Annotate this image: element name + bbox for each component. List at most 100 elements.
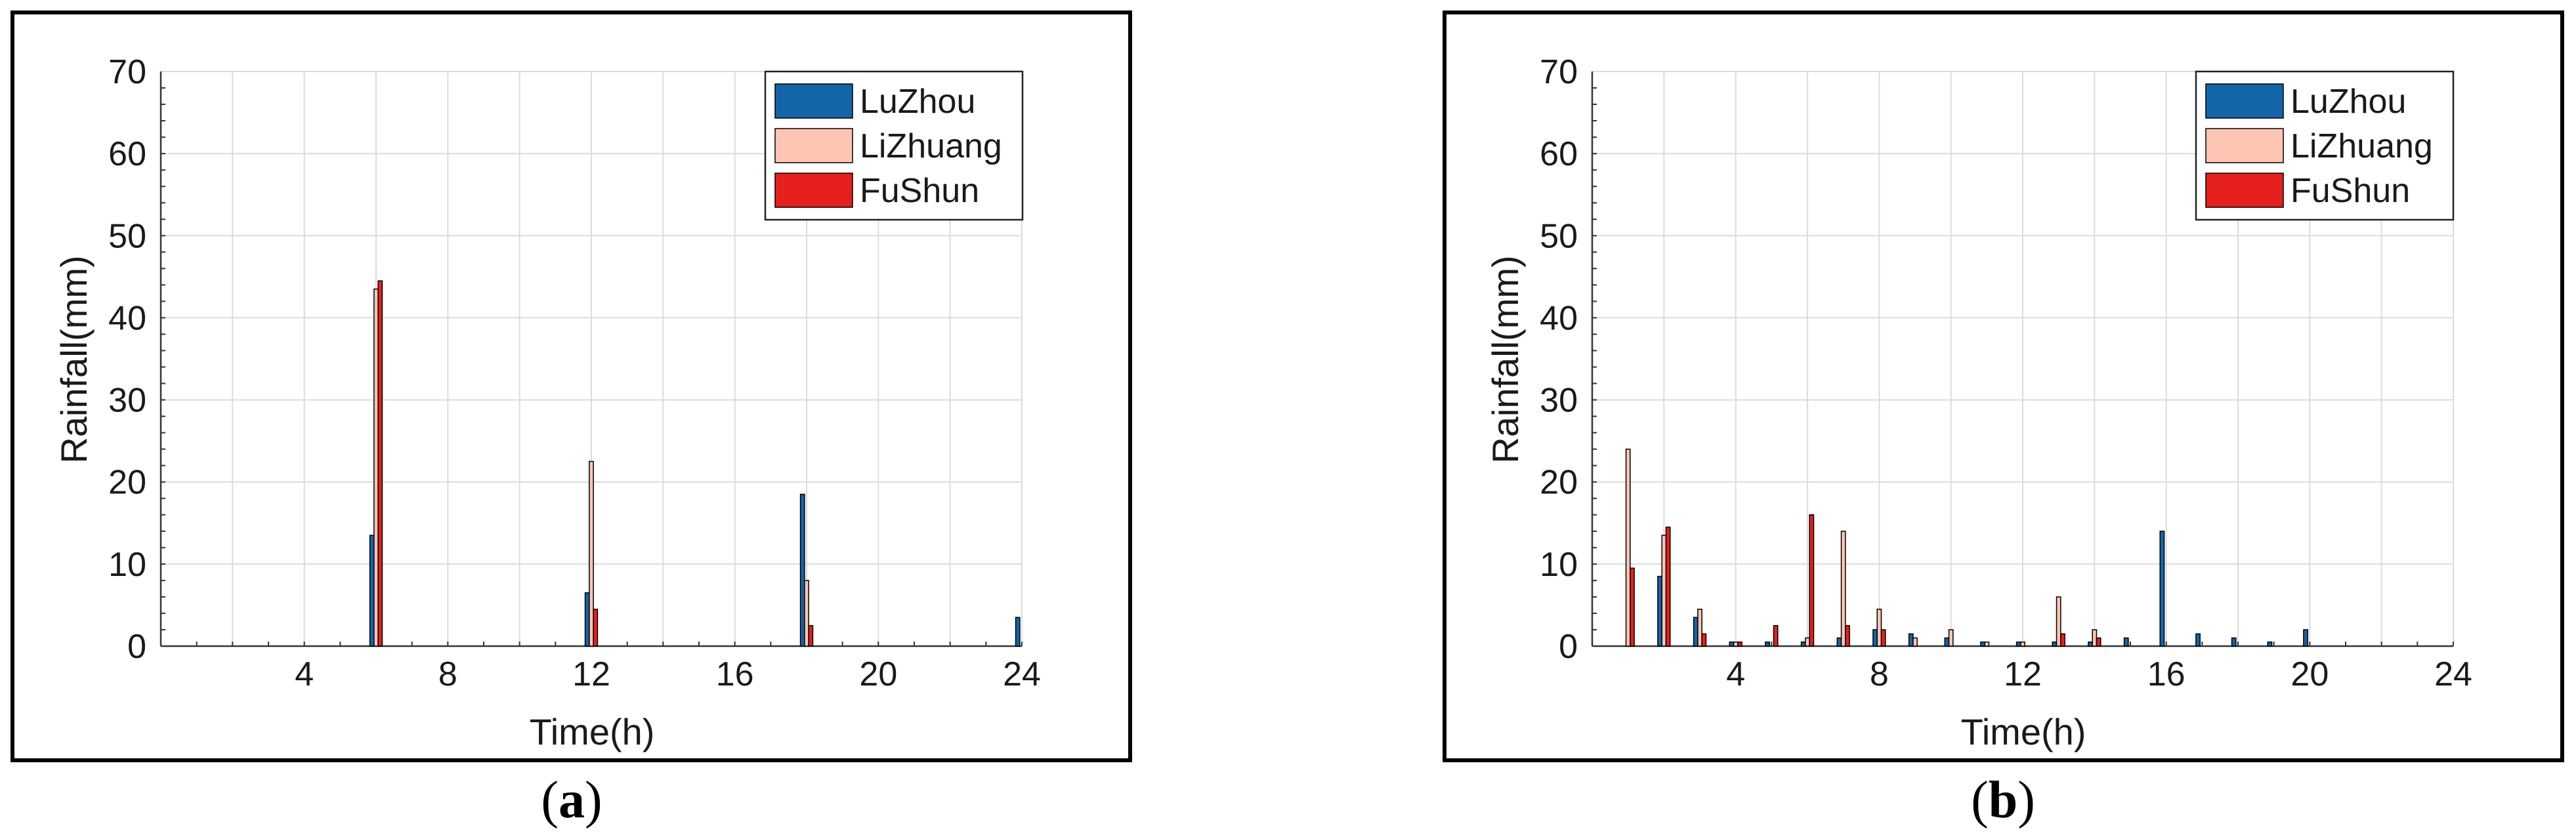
panel-a-y-tick-label: 10 [108, 546, 146, 584]
panel-a-bar-fushun [808, 624, 814, 647]
panel-b-bar-lizhuang [1697, 608, 1702, 647]
panel-b-bar-luzhou [2016, 641, 2021, 647]
panel-b-bar-luzhou [2303, 629, 2308, 647]
panel-a-y-axis-label: Rainfall(mm) [53, 255, 95, 463]
panel-b-y-axis-label: Rainfall(mm) [1485, 255, 1526, 463]
panel-b-y-tick-label: 10 [1540, 546, 1578, 584]
panel-b-bar-luzhou [1836, 637, 1842, 647]
panel-a-bar-lizhuang [804, 580, 809, 647]
panel-b-caption: (b) [1971, 771, 2035, 829]
panel-b-bar-luzhou [1657, 575, 1662, 647]
panel-b-bar-fushun [1701, 633, 1707, 647]
panel-a-bar-luzhou [584, 592, 590, 647]
panel-b-bar-luzhou [1872, 629, 1878, 647]
panel-b-bar-luzhou [1729, 641, 1735, 647]
panel-a-y-tick-label: 60 [108, 135, 146, 173]
panel-b-bar-luzhou [2052, 641, 2058, 647]
panel-b-x-tick-label: 20 [2291, 655, 2329, 693]
panel-b-legend: LuZhou LiZhuang FuShun [2195, 70, 2455, 221]
panel-b-legend-label-lizhuang: LiZhuang [2291, 127, 2433, 165]
panel-b-bar-lizhuang [1984, 641, 1990, 647]
panel-b-x-tick-label: 8 [1870, 655, 1889, 693]
panel-a-caption-letter: a [559, 771, 585, 829]
panel-b-bar-lizhuang [1661, 535, 1667, 647]
panel-a-x-axis-label: Time(h) [530, 711, 655, 752]
panel-b-bar-fushun [1773, 624, 1779, 647]
panel-b-bar-fushun [1880, 629, 1886, 647]
panel-b-bar-lizhuang [2056, 596, 2061, 647]
panel-b-bar-luzhou [1908, 633, 1914, 647]
panel-b-legend-label-fushun: FuShun [2291, 172, 2410, 210]
panel-a-bar-luzhou [1015, 617, 1021, 647]
panel-b-x-tick-label: 24 [2434, 655, 2472, 693]
panel-a-bar-luzhou [799, 493, 805, 647]
panel-b-legend-swatch-luzhou [2205, 83, 2284, 119]
panel-a-y-tick-label: 20 [108, 464, 146, 502]
panel-a-x-tick-label: 8 [438, 655, 457, 693]
panel-a-bar-lizhuang [373, 288, 379, 647]
panel-b-y-tick-label: 40 [1540, 299, 1578, 337]
panel-b-bar-luzhou [1693, 617, 1699, 647]
panel-a-legend-swatch-luzhou [774, 83, 853, 119]
panel-a-bar-fushun [593, 608, 599, 647]
panel-a-bar-fushun [377, 280, 383, 647]
panel-b-bar-luzhou [1944, 637, 1950, 647]
panel-b-bar-luzhou [1765, 641, 1770, 647]
panel-b-x-tick-label: 4 [1726, 655, 1745, 693]
panel-b-bar-luzhou [2231, 637, 2237, 647]
panel-b-bar-luzhou [2195, 633, 2201, 647]
panel-b-legend-label-luzhou: LuZhou [2291, 83, 2406, 121]
panel-b-bar-luzhou [2159, 531, 2165, 647]
panel-b-bar-lizhuang [2020, 641, 2025, 647]
panel-b-bar-fushun [1665, 526, 1671, 647]
panel-b-bar-lizhuang [1876, 608, 1882, 647]
panel-a-legend-label-lizhuang: LiZhuang [860, 127, 1002, 165]
panel-b-bar-lizhuang [1948, 629, 1954, 647]
panel-b-bar-lizhuang [1805, 637, 1810, 647]
panel-a-bar-lizhuang [589, 460, 594, 647]
panel-b-bar-lizhuang [2092, 629, 2098, 647]
panel-a-legend-label-luzhou: LuZhou [860, 83, 975, 121]
panel-a-y-tick-label: 70 [108, 53, 146, 91]
panel-a-x-tick-label: 4 [295, 655, 314, 693]
panel-b-y-tick-label: 30 [1540, 382, 1578, 420]
panel-b-caption-letter: b [1989, 771, 2018, 829]
panel-a-y-tick-label: 0 [127, 628, 146, 666]
chart-panel-b: 4 8 12 16 20 24 0 10 20 30 40 50 60 70 Time(h) Rainfa… [1443, 10, 2564, 762]
panel-b-legend-swatch-lizhuang [2205, 128, 2284, 163]
panel-b-y-tick-label: 70 [1540, 53, 1578, 91]
panel-a-y-tick-label: 50 [108, 217, 146, 255]
panel-b-y-tick-label: 50 [1540, 217, 1578, 255]
panel-a-caption: (a) [541, 771, 602, 829]
panel-b-bar-fushun [2060, 633, 2065, 647]
panel-b-plot-area: 4 8 12 16 20 24 0 10 20 30 40 50 60 70 [1540, 53, 2472, 693]
panel-a-legend-label-fushun: FuShun [860, 172, 979, 210]
panel-b-bar-fushun [1809, 514, 1815, 647]
panel-b-y-tick-label: 20 [1540, 464, 1578, 502]
panel-a-legend-swatch-lizhuang [774, 128, 853, 163]
panel-b-bar-fushun [1630, 567, 1635, 647]
panel-a-legend: LuZhou LiZhuang FuShun [764, 70, 1024, 221]
panel-a-y-tick-label: 40 [108, 299, 146, 337]
panel-b-legend-swatch-fushun [2205, 173, 2284, 208]
panel-b-bar-luzhou [1980, 641, 1985, 647]
panel-b-bar-lizhuang [1912, 637, 1918, 647]
panel-a-x-tick-label: 12 [572, 655, 610, 693]
panel-a-y-tick-label: 30 [108, 382, 146, 420]
panel-b-y-tick-label: 0 [1559, 628, 1578, 666]
panel-b-x-axis-label: Time(h) [1961, 711, 2086, 752]
panel-b-y-tick-label: 60 [1540, 135, 1578, 173]
panel-b-bar-luzhou [2123, 637, 2129, 647]
panel-b-bar-lizhuang [1625, 448, 1631, 647]
panel-a-x-tick-label: 20 [859, 655, 897, 693]
panel-a-legend-swatch-fushun [774, 173, 853, 208]
panel-b-x-tick-label: 16 [2147, 655, 2185, 693]
panel-b-bar-fushun [1737, 641, 1742, 647]
panel-b-x-tick-label: 12 [2004, 655, 2042, 693]
panel-b-bar-fushun [2096, 637, 2101, 647]
panel-b-bar-luzhou [2267, 641, 2273, 647]
panel-b-bar-lizhuang [1840, 531, 1846, 647]
panel-b-bar-luzhou [2088, 641, 2093, 647]
panel-a-x-tick-label: 16 [716, 655, 754, 693]
